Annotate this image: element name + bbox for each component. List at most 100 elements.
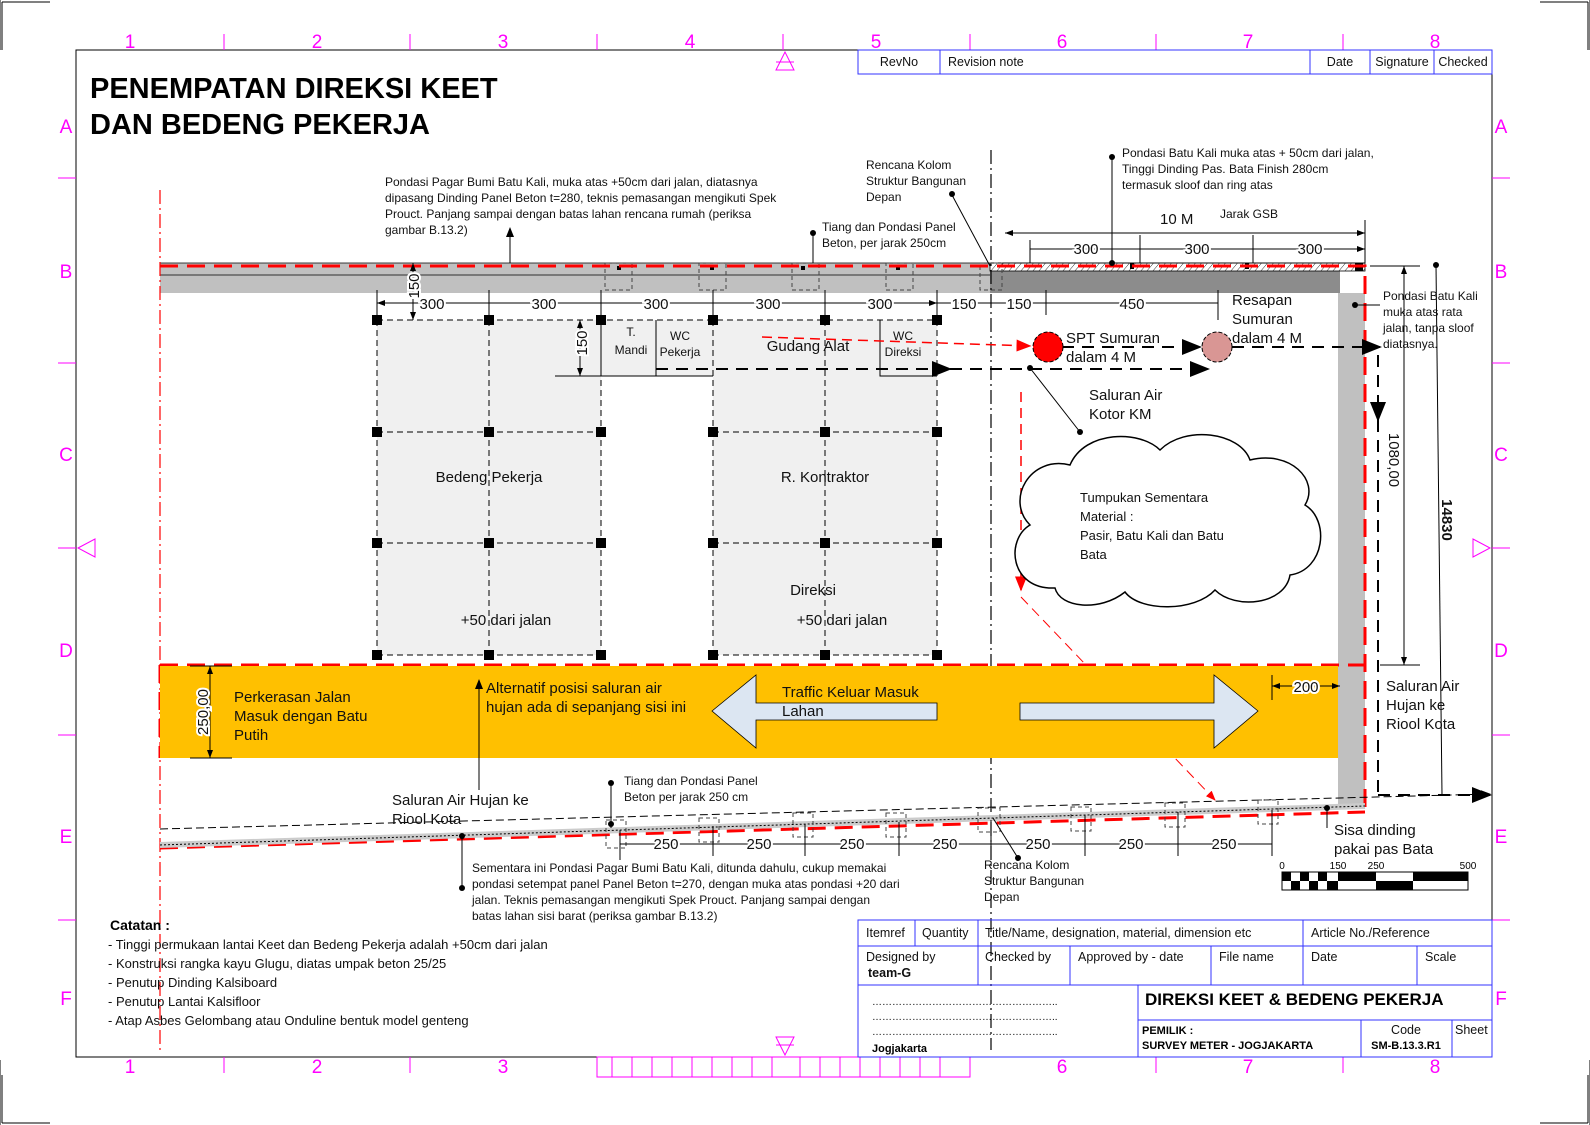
svg-text:1: 1 bbox=[125, 32, 136, 53]
svg-text:2: 2 bbox=[312, 32, 323, 53]
svg-text:0: 0 bbox=[1279, 861, 1285, 872]
svg-text:E: E bbox=[60, 827, 73, 848]
svg-text:300: 300 bbox=[419, 296, 444, 313]
annotation-saluran-kotor: Saluran Air Kotor KM bbox=[1089, 387, 1162, 423]
svg-text:8: 8 bbox=[1430, 1057, 1441, 1078]
svg-text:- Penutup Dinding Kalsiboard: - Penutup Dinding Kalsiboard bbox=[108, 975, 277, 990]
svg-text:300: 300 bbox=[867, 296, 892, 313]
svg-text:Pondasi Batu Kali: Pondasi Batu Kali bbox=[1383, 289, 1478, 303]
svg-text:Hujan ke: Hujan ke bbox=[1386, 697, 1445, 714]
bottom-fence-posts bbox=[605, 799, 1279, 849]
annotation-perkerasan: Perkerasan Jalan Masuk dengan Batu Putih bbox=[234, 689, 367, 744]
room-partitions bbox=[555, 320, 937, 377]
svg-text:jalan, tanpa sloof: jalan, tanpa sloof bbox=[1382, 321, 1474, 335]
svg-text:Struktur Bangunan: Struktur Bangunan bbox=[984, 874, 1084, 888]
svg-text:Article No./Reference: Article No./Reference bbox=[1311, 926, 1430, 940]
traffic-arrow-right bbox=[1019, 674, 1259, 749]
notes: Catatan : - Tinggi permukaan lantai Keet… bbox=[108, 917, 548, 1028]
svg-text:pondasi setempat panel Panel B: pondasi setempat panel Panel Beton t=270… bbox=[472, 877, 900, 891]
svg-text:Riool Kota: Riool Kota bbox=[1386, 716, 1456, 733]
svg-text:Quantity: Quantity bbox=[922, 926, 969, 940]
building-bedeng bbox=[377, 320, 937, 655]
svg-text:Sisa dinding: Sisa dinding bbox=[1334, 822, 1416, 839]
svg-text:150: 150 bbox=[574, 330, 591, 355]
svg-text:SM-B.13.3.R1: SM-B.13.3.R1 bbox=[1371, 1040, 1441, 1052]
svg-text:dalam 4 M: dalam 4 M bbox=[1232, 330, 1302, 347]
svg-text:300: 300 bbox=[1297, 241, 1322, 258]
svg-text:E: E bbox=[1495, 827, 1508, 848]
svg-text:DAN BEDENG PEKERJA: DAN BEDENG PEKERJA bbox=[90, 109, 430, 141]
bottom-fence bbox=[159, 790, 1491, 848]
svg-text:team-G: team-G bbox=[868, 966, 911, 980]
gsb-distance-label: 10 M bbox=[1160, 211, 1193, 228]
svg-text:F: F bbox=[60, 989, 72, 1010]
top-wall bbox=[160, 262, 1366, 293]
svg-text:B: B bbox=[60, 262, 73, 283]
svg-text:T.: T. bbox=[626, 325, 635, 339]
svg-text:F: F bbox=[1495, 989, 1507, 1010]
svg-text:7: 7 bbox=[1243, 32, 1254, 53]
svg-text:Checked: Checked bbox=[1438, 55, 1487, 69]
svg-text:Beton, per jarak 250cm: Beton, per jarak 250cm bbox=[822, 236, 946, 250]
svg-text:Beton per jarak 250 cm: Beton per jarak 250 cm bbox=[624, 790, 748, 804]
svg-text:Checked by: Checked by bbox=[985, 950, 1052, 964]
svg-text:Rencana Kolom: Rencana Kolom bbox=[866, 158, 951, 172]
room-labels: T. Mandi WC Pekerja Gudang Alat WC Direk… bbox=[436, 325, 922, 629]
svg-text:150: 150 bbox=[1330, 861, 1347, 872]
svg-text:Prouct. Panjang sampai dengan: Prouct. Panjang sampai dengan batas laha… bbox=[385, 207, 752, 221]
svg-text:Sheet: Sheet bbox=[1455, 1023, 1488, 1037]
svg-text:- Penutup Lantai Kalsifloor: - Penutup Lantai Kalsifloor bbox=[108, 994, 261, 1009]
svg-text:dipasang Dinding Panel Beton t: dipasang Dinding Panel Beton t=280, tekn… bbox=[385, 191, 777, 205]
svg-text:SURVEY METER - JOGJAKARTA: SURVEY METER - JOGJAKARTA bbox=[1142, 1040, 1313, 1052]
svg-text:200: 200 bbox=[1293, 679, 1318, 696]
svg-text:dalam 4 M: dalam 4 M bbox=[1066, 349, 1136, 366]
svg-text:1080,00: 1080,00 bbox=[1385, 433, 1402, 487]
svg-text:250: 250 bbox=[1211, 836, 1236, 853]
svg-text:300: 300 bbox=[1184, 241, 1209, 258]
svg-text:Tiang dan Pondasi Panel: Tiang dan Pondasi Panel bbox=[822, 220, 956, 234]
svg-text:3: 3 bbox=[498, 32, 509, 53]
revision-table: RevNo Revision note Date Signature Check… bbox=[857, 49, 1493, 75]
annotation-saluran-hujan-right: Saluran Air Hujan ke Riool Kota bbox=[1386, 678, 1459, 733]
svg-text:500: 500 bbox=[1460, 861, 1477, 872]
svg-text:Perkerasan Jalan: Perkerasan Jalan bbox=[234, 689, 351, 706]
svg-text:+50 dari jalan: +50 dari jalan bbox=[461, 612, 551, 629]
svg-text:250: 250 bbox=[653, 836, 678, 853]
svg-text:R. Kontraktor: R. Kontraktor bbox=[781, 469, 869, 486]
svg-text:Direksi: Direksi bbox=[790, 582, 836, 599]
svg-text:Traffic Keluar Masuk: Traffic Keluar Masuk bbox=[782, 684, 919, 701]
svg-text:PEMILIK :: PEMILIK : bbox=[1142, 1025, 1193, 1037]
svg-text:A: A bbox=[1495, 117, 1508, 138]
svg-text:gambar B.13.2): gambar B.13.2) bbox=[385, 223, 468, 237]
grid-ticks bbox=[58, 34, 1510, 1078]
svg-text:Alternatif posisi saluran air: Alternatif posisi saluran air bbox=[486, 680, 662, 697]
resapan-sumuran-well bbox=[1201, 331, 1233, 363]
annotation-spt: SPT Sumuran dalam 4 M bbox=[1066, 330, 1160, 366]
svg-text:250: 250 bbox=[932, 836, 957, 853]
svg-text:muka atas rata: muka atas rata bbox=[1383, 305, 1463, 319]
drainage-lines bbox=[656, 339, 1492, 803]
svg-text:Depan: Depan bbox=[984, 890, 1019, 904]
svg-text:150: 150 bbox=[406, 273, 423, 298]
svg-text:………………………………………………..: ……………………………………………….. bbox=[872, 1027, 1058, 1038]
svg-text:Pondasi Pagar Bumi Batu Kali,: Pondasi Pagar Bumi Batu Kali, muka atas … bbox=[385, 175, 758, 189]
annotation-saluran-hujan-left: Saluran Air Hujan ke Riool Kota bbox=[392, 792, 529, 828]
svg-text:300: 300 bbox=[643, 296, 668, 313]
svg-text:Itemref: Itemref bbox=[866, 926, 905, 940]
svg-text:150: 150 bbox=[951, 296, 976, 313]
scale-bar: 0 150 250 500 bbox=[1279, 861, 1477, 891]
svg-text:jalan. Teknis pemasangan mengi: jalan. Teknis pemasangan mengikuti Spek … bbox=[471, 893, 870, 907]
svg-text:1: 1 bbox=[125, 1057, 136, 1078]
grid-row-labels: A B C D E F A B C D E F bbox=[59, 117, 1508, 1010]
svg-text:Signature: Signature bbox=[1375, 55, 1429, 69]
svg-text:Pasir, Batu Kali dan Batu: Pasir, Batu Kali dan Batu bbox=[1080, 528, 1224, 543]
svg-text:Pondasi Batu Kali muka atas +: Pondasi Batu Kali muka atas + 50cm dari … bbox=[1122, 146, 1374, 160]
svg-text:………………………………………………..: ……………………………………………….. bbox=[872, 997, 1058, 1008]
svg-text:PENEMPATAN DIREKSI KEET: PENEMPATAN DIREKSI KEET bbox=[90, 73, 498, 105]
svg-text:pakai pas Bata: pakai pas Bata bbox=[1334, 841, 1434, 858]
svg-text:DIREKSI KEET & BEDENG PEKERJA: DIREKSI KEET & BEDENG PEKERJA bbox=[1145, 990, 1444, 1009]
annotation-sisa-dinding: Sisa dinding pakai pas Bata bbox=[1334, 822, 1434, 858]
svg-text:Gudang Alat: Gudang Alat bbox=[767, 338, 850, 355]
svg-text:300: 300 bbox=[531, 296, 556, 313]
svg-text:150: 150 bbox=[1006, 296, 1031, 313]
